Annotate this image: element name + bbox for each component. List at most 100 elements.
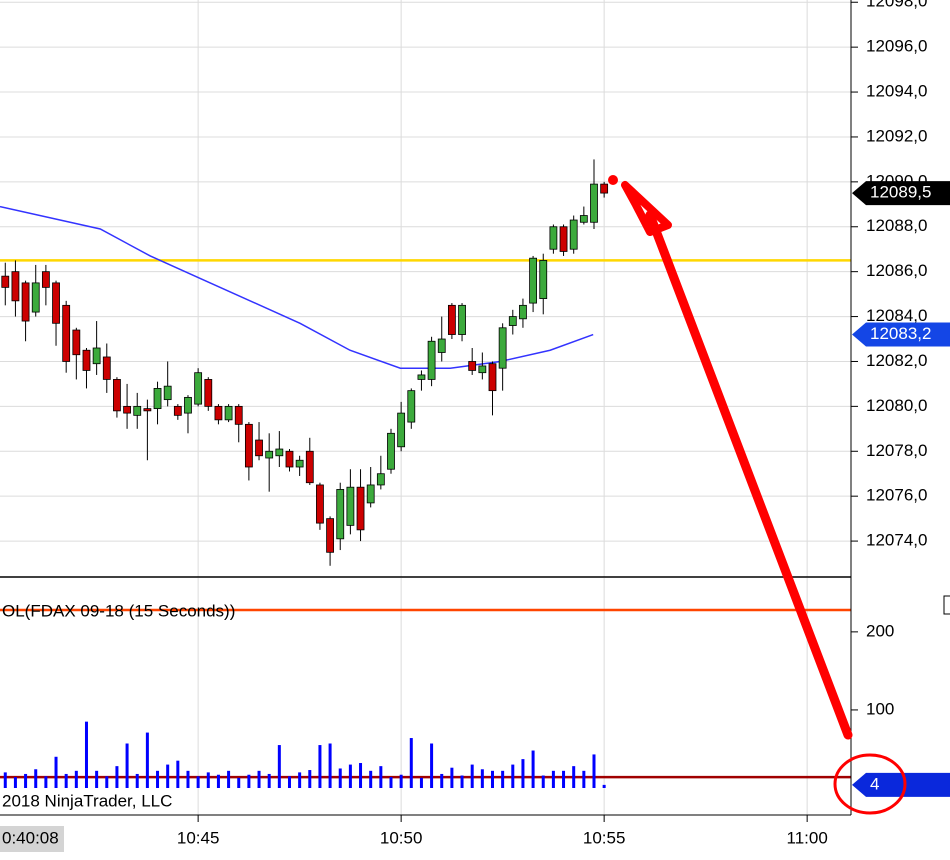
candle-body [194, 372, 203, 405]
volume-bar [145, 732, 149, 788]
volume-bar [176, 760, 180, 788]
candle-body [82, 349, 91, 371]
candle-body [316, 484, 324, 524]
volume-bar [551, 770, 555, 788]
candle-body [356, 486, 365, 531]
volume-bar [379, 766, 383, 788]
volume-bar [267, 773, 271, 788]
volume-bar [490, 770, 494, 788]
y-tick-label: 200 [866, 621, 894, 640]
candle-body [569, 219, 578, 250]
candle-body [478, 365, 487, 374]
candle-body [559, 226, 568, 252]
volume-bar [115, 766, 119, 788]
volume-bar [166, 764, 170, 788]
candle-body [539, 260, 548, 300]
candle-body [590, 183, 598, 223]
candle-body [600, 183, 609, 194]
volume-bar [480, 769, 484, 788]
volume-bar [125, 743, 129, 788]
volume-bar [44, 776, 48, 788]
volume-bar [247, 774, 251, 788]
candle-body [417, 374, 426, 380]
y-tick-label: 12088,0 [866, 216, 927, 235]
volume-bar [105, 776, 109, 788]
candle-body [387, 432, 395, 470]
volume-bar [135, 773, 139, 788]
annotation-arrowhead [621, 181, 672, 236]
y-tick-label: 12080,0 [866, 396, 927, 415]
volume-bar [34, 769, 38, 788]
volume-bar [298, 772, 302, 788]
volume-bar [287, 776, 291, 788]
volume-bar [562, 770, 566, 788]
legend-box [943, 595, 950, 615]
volume-bar [470, 764, 474, 788]
volume-bar [511, 764, 515, 788]
volume-bar [318, 745, 322, 788]
y-tick-label: 12092,0 [866, 126, 927, 145]
candle-body [366, 484, 375, 504]
volume-bar [399, 774, 403, 788]
price-tag [852, 772, 950, 797]
candle-body [113, 379, 121, 412]
y-tick-label: 12076,0 [866, 486, 927, 505]
volume-bar [419, 777, 423, 788]
volume-bar [196, 776, 200, 788]
annotation-dot [608, 175, 618, 185]
candle-body [31, 282, 40, 313]
y-tick-label: 12084,0 [866, 306, 927, 325]
volume-bar [430, 743, 434, 788]
volume-bar [13, 777, 17, 788]
candle-body [72, 329, 81, 356]
volume-bar [592, 754, 596, 788]
candle-body [376, 473, 385, 486]
annotation [608, 175, 907, 815]
x-tick-label: 10:50 [380, 828, 423, 847]
candle-body [579, 215, 588, 223]
volume-bar [54, 756, 58, 788]
candle-body [224, 405, 233, 421]
y-tick-label: 12098,0 [866, 0, 927, 11]
volume-bar [227, 770, 231, 788]
volume-bar [460, 775, 464, 788]
candle-body [488, 363, 497, 392]
candle-body [173, 405, 182, 416]
candle-body [305, 450, 314, 484]
volume-bar [257, 770, 261, 788]
volume-bar [389, 777, 393, 788]
candle-body [244, 423, 253, 468]
candle-body [407, 390, 416, 423]
annotation-arrow [645, 210, 853, 740]
candle-body [143, 408, 152, 412]
candle-body [163, 385, 172, 401]
candle-body [397, 412, 406, 448]
candle-body [153, 388, 162, 410]
volume-bar [440, 773, 444, 788]
volume-bar [3, 772, 7, 788]
annotation-circle [833, 753, 907, 815]
candle-body [21, 282, 30, 322]
volume-bar [501, 770, 505, 788]
candle-body [255, 439, 263, 457]
candle-body [102, 356, 111, 380]
candle-body [447, 304, 456, 335]
x-tick-label: 10:45 [177, 828, 220, 847]
moving-average [0, 205, 594, 369]
volume-bar [74, 770, 78, 788]
volume-bar [156, 770, 160, 788]
candle-body [326, 518, 334, 553]
candle-body [508, 316, 517, 326]
candle-body [214, 405, 223, 421]
price-tag [852, 322, 950, 347]
candle-body [92, 347, 101, 365]
volume-bar [338, 768, 342, 788]
candle-body [123, 405, 131, 414]
y-tick-label: 12086,0 [866, 261, 927, 280]
candle-body [1, 275, 10, 288]
volume-bar [216, 774, 220, 788]
volume-bar [308, 770, 312, 788]
candle-body [519, 304, 527, 320]
